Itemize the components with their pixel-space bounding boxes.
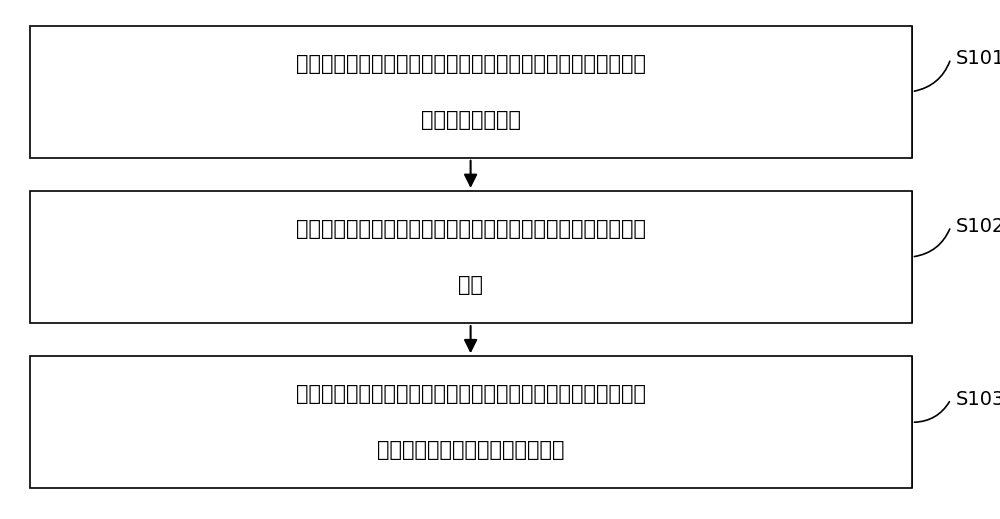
Bar [30, 191, 912, 323]
Text: S103: S103 [956, 390, 1000, 409]
Text: S102: S102 [956, 217, 1000, 236]
Text: 基于组合操作位置，在画布中形成对应于组合立体图形的调控操: 基于组合操作位置，在画布中形成对应于组合立体图形的调控操 [296, 219, 646, 239]
Text: 作球: 作球 [458, 275, 483, 295]
Text: 上的组合操作位置: 上的组合操作位置 [421, 110, 521, 130]
Bar [30, 25, 912, 158]
Bar [30, 356, 912, 488]
Text: S101: S101 [956, 49, 1000, 68]
Text: 监听作用在调控操作球上的拖动事件，并根据拖动事件调节控制: 监听作用在调控操作球上的拖动事件，并根据拖动事件调节控制 [296, 384, 646, 404]
Text: 组合立体图形在画布中的显示状态: 组合立体图形在画布中的显示状态 [377, 440, 564, 460]
Text: 确定画布中待调控的组合立体图形，并确定组合立体图形在画布: 确定画布中待调控的组合立体图形，并确定组合立体图形在画布 [296, 53, 646, 74]
